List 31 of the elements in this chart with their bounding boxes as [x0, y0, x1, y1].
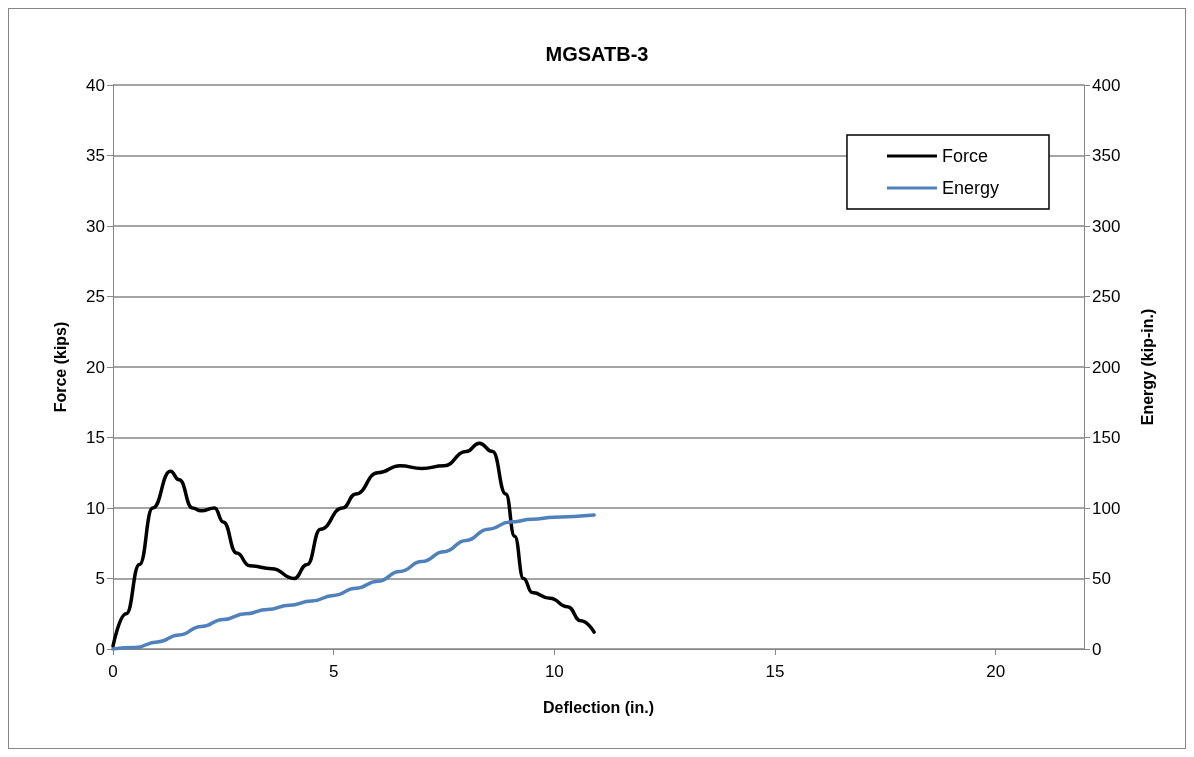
y2-tick-label: 150: [1092, 428, 1121, 447]
x-tick-label: 10: [544, 662, 564, 681]
x-tick-label: 20: [986, 662, 1006, 681]
x-tick-label: 15: [765, 662, 785, 681]
y2-tick-label: 400: [1092, 75, 1121, 95]
y-tick-label: 5: [95, 569, 105, 588]
y-tick-label: 0: [95, 639, 105, 659]
y-tick-label: 40: [86, 75, 105, 95]
y-tick-label: 25: [86, 287, 105, 306]
y2-axis-title: Energy (kip-in.): [1138, 308, 1156, 426]
y-tick-label: 15: [86, 428, 105, 447]
x-tick-label: 5: [328, 662, 339, 681]
x-tick-label: 0: [108, 662, 118, 681]
line-series: [111, 441, 596, 648]
y2-tick-label: 250: [1092, 287, 1121, 306]
y2-tick-label: 50: [1092, 569, 1111, 588]
y-tick-label: 20: [86, 357, 105, 377]
y2-tick-label: 300: [1092, 216, 1121, 236]
legend-label: Force: [941, 146, 988, 166]
line-series: [111, 513, 596, 651]
y-axis-title: Force (kips): [51, 321, 69, 413]
y2-tick-label: 0: [1092, 639, 1102, 659]
y-tick-label: 10: [86, 498, 105, 518]
legend-label: Energy: [941, 178, 1000, 198]
y2-tick-label: 350: [1092, 146, 1121, 165]
y-tick-label: 35: [86, 146, 105, 165]
y2-tick-label: 100: [1092, 498, 1121, 518]
y2-tick-label: 200: [1092, 357, 1121, 377]
chart-title: MGSATB-3: [545, 43, 649, 65]
x-axis-title: Deflection (in.): [542, 698, 655, 716]
y-tick-label: 30: [86, 216, 105, 236]
